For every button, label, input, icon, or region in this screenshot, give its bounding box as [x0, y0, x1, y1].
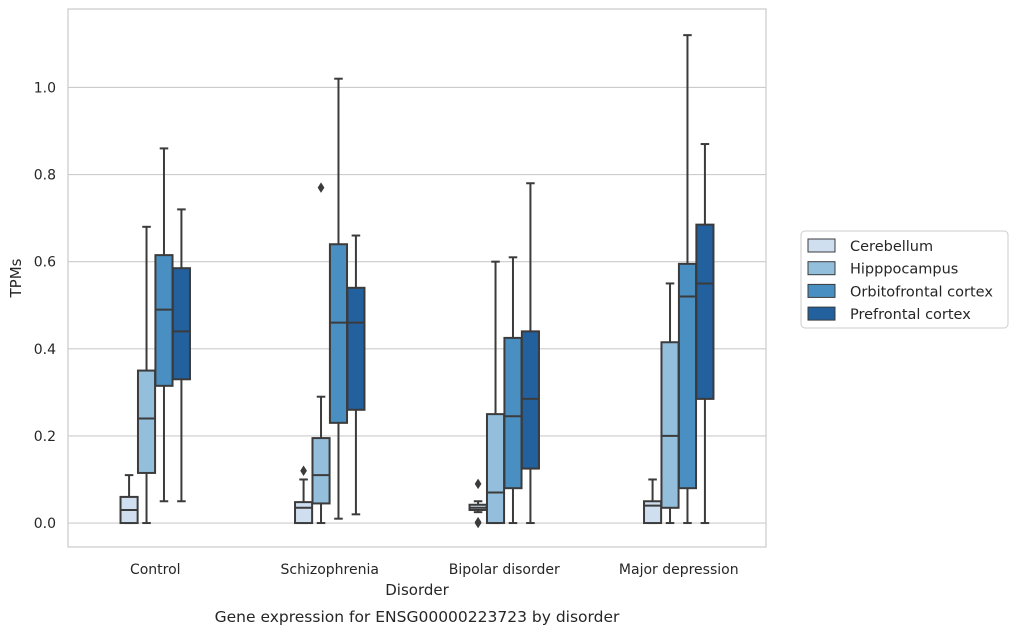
box-3-1 — [346, 234, 366, 516]
box-0-1 — [294, 465, 314, 525]
box-3-0 — [171, 208, 191, 503]
legend-frame — [800, 230, 1009, 329]
box — [485, 413, 506, 525]
y-tick-label: 0.8 — [34, 168, 56, 184]
legend-label: Orbitofrontal cortex — [850, 284, 993, 300]
x-tick-label: Control — [130, 562, 181, 578]
outlier-point — [474, 516, 482, 528]
x-tick-labels: Control Schizophrenia Bipolar disorder Majo… — [130, 562, 739, 578]
box-2-2 — [503, 256, 523, 525]
legend-label: Prefrontal cortex — [850, 307, 971, 323]
legend-label: Hipppocampus — [850, 262, 958, 278]
y-tick-label: 0.2 — [34, 429, 56, 445]
box-3-3 — [695, 143, 715, 525]
box — [294, 501, 314, 525]
legend-swatch — [807, 306, 836, 321]
y-tick-label: 0.0 — [34, 516, 56, 532]
box-2-3 — [677, 34, 698, 525]
box — [136, 369, 157, 474]
box-2-0 — [154, 147, 174, 503]
legend-swatch — [807, 238, 836, 253]
box — [171, 267, 191, 381]
box — [154, 254, 174, 387]
box — [660, 341, 680, 509]
outlier-point — [474, 478, 482, 490]
y-tick-label: 1.0 — [34, 80, 56, 96]
box — [328, 243, 349, 424]
box-1-3 — [660, 282, 680, 525]
box — [520, 330, 540, 470]
legend-swatch — [807, 283, 836, 298]
y-tick-label: 0.6 — [34, 255, 56, 271]
y-tick-label: 0.4 — [34, 342, 56, 358]
box — [695, 223, 715, 400]
box — [643, 500, 663, 525]
box-1-2 — [485, 260, 506, 525]
legend: Cerebellum Hipppocampus Orbitofrontal cort… — [800, 230, 1009, 329]
box — [503, 336, 523, 490]
box-3-2 — [520, 182, 540, 525]
box-1-0 — [136, 225, 157, 525]
legend-label: Cerebellum — [850, 239, 933, 255]
legend-swatch — [807, 261, 836, 276]
box-plots — [119, 34, 715, 529]
box-2-1 — [328, 77, 349, 520]
box — [346, 286, 366, 411]
x-axis-title: Disorder — [385, 581, 449, 599]
box — [311, 437, 331, 505]
outlier-point — [300, 465, 307, 477]
box-0-3 — [643, 478, 663, 525]
box-0-2 — [468, 478, 488, 529]
plot-frame — [67, 8, 767, 548]
y-axis-title: TPMs — [7, 258, 25, 298]
box-0-0 — [119, 474, 139, 525]
x-tick-label: Major depression — [619, 562, 739, 578]
outlier-point — [317, 182, 325, 193]
chart-caption: Gene expression for ENSG00000223723 by d… — [215, 608, 620, 626]
x-tick-label: Schizophrenia — [281, 562, 379, 578]
y-tick-labels: 0.0 0.2 0.4 0.6 0.8 1.0 — [34, 80, 56, 532]
box-1-1 — [311, 182, 331, 525]
x-tick-label: Bipolar disorder — [449, 562, 560, 578]
